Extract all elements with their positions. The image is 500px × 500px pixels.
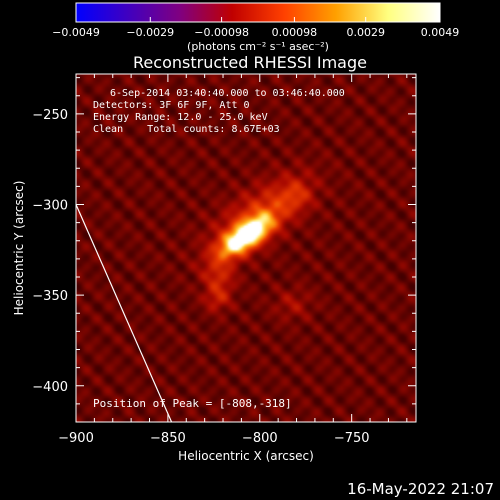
info-block: 6-Sep-2014 03:40:40.000 to 03:46:40.000 … [93, 88, 345, 135]
y-axis-label: Heliocentric Y (arcsec) [12, 181, 26, 316]
y-tick-label: −400 [32, 380, 68, 395]
info-line-time: 6-Sep-2014 03:40:40.000 to 03:46:40.000 [110, 88, 345, 99]
colorbar-tick-label: −0.00098 [194, 26, 249, 39]
info-line-energy: Energy Range: 12.0 - 25.0 keV [93, 112, 268, 123]
x-axis-label: Heliocentric X (arcsec) [178, 449, 314, 463]
colorbar-tick-label: 0.00098 [272, 26, 318, 39]
colorbar-ticks: −0.0049 −0.0029 −0.00098 0.00098 0.0029 0.004… [52, 17, 459, 39]
x-axis-ticks: −900 −850 −800 −750 [58, 74, 408, 446]
peak-position-label: Position of Peak = [-808,-318] [93, 397, 292, 410]
colorbar-tick-label: 0.0049 [421, 26, 460, 39]
date-stamp: 16-May-2022 21:07 [347, 480, 494, 498]
y-tick-label: −250 [32, 108, 68, 123]
x-tick-label: −800 [242, 431, 278, 446]
info-line-detectors: Detectors: 3F 6F 9F, Att 0 [93, 100, 250, 111]
x-tick-label: −750 [334, 431, 370, 446]
colorbar-unit-label: (photons cm⁻² s⁻¹ asec⁻²) [187, 40, 329, 53]
colorbar: −0.0049 −0.0029 −0.00098 0.00098 0.0029 0.004… [52, 2, 459, 53]
colorbar-strip [75, 2, 441, 23]
plot-area: 6-Sep-2014 03:40:40.000 to 03:46:40.000 … [32, 73, 417, 446]
chart-title: Reconstructed RHESSI Image [133, 53, 367, 72]
x-tick-label: −900 [58, 431, 94, 446]
plot-frame [75, 73, 417, 423]
y-axis-ticks: −250 −300 −350 −400 [32, 77, 416, 405]
y-tick-label: −300 [32, 199, 68, 214]
y-tick-label: −350 [32, 289, 68, 304]
colorbar-tick-label: 0.0029 [346, 26, 385, 39]
limb-line [76, 204, 173, 422]
colorbar-tick-label: −0.0029 [126, 26, 174, 39]
colorbar-tick-label: −0.0049 [52, 26, 100, 39]
heatmap-image [76, 74, 416, 422]
x-tick-label: −850 [150, 431, 186, 446]
info-line-counts: Clean Total counts: 8.67E+03 [93, 124, 280, 135]
